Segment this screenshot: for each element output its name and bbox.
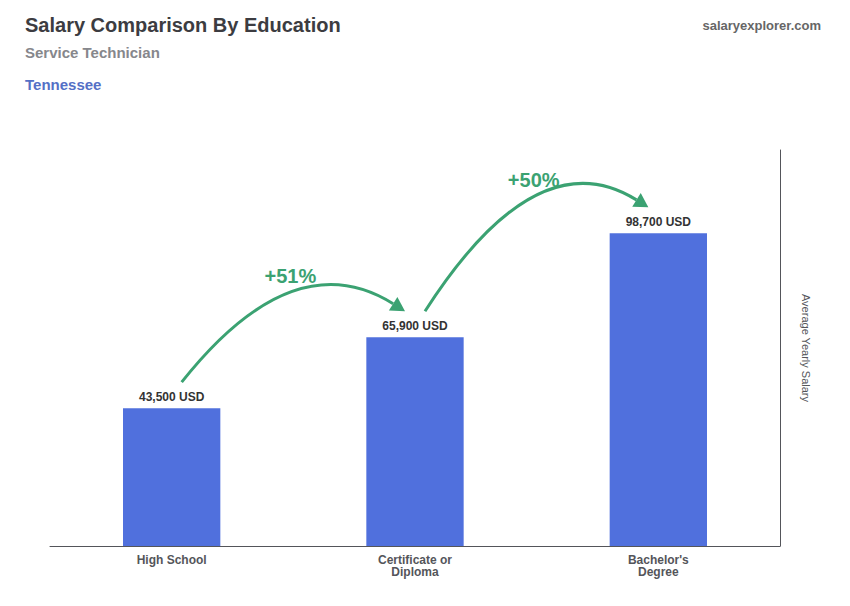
svg-text:High School: High School [137,553,207,567]
svg-text:+50%: +50% [508,169,560,191]
svg-text:Tennessee: Tennessee [25,76,101,93]
svg-text:+51%: +51% [265,265,317,287]
svg-text:65,900 USD: 65,900 USD [382,319,448,333]
svg-text:98,700 USD: 98,700 USD [626,215,692,229]
svg-text:Degree: Degree [638,565,679,579]
svg-text:Salary Comparison By Education: Salary Comparison By Education [25,14,341,36]
svg-text:Bachelor's: Bachelor's [627,553,689,567]
svg-text:Diploma: Diploma [391,565,439,579]
svg-text:Average Yearly Salary: Average Yearly Salary [800,294,812,403]
svg-text:Service Technician: Service Technician [25,44,160,61]
svg-text:43,500 USD: 43,500 USD [139,390,205,404]
svg-text:Certificate or: Certificate or [378,553,452,567]
svg-text:salaryexplorer.com: salaryexplorer.com [702,18,821,33]
